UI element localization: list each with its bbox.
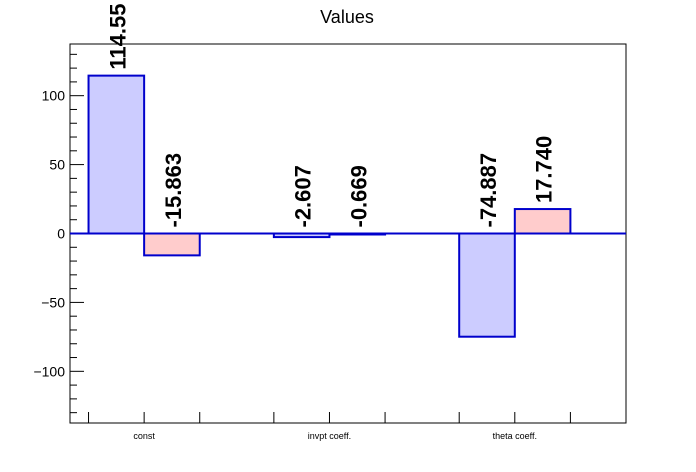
x-category-label: const — [133, 431, 155, 441]
x-category-label: invpt coeff. — [308, 431, 351, 441]
bar-value-label: -2.607 — [291, 165, 316, 227]
y-tick-label: −50 — [41, 294, 65, 310]
y-tick-label: 0 — [57, 226, 65, 242]
bar — [458, 232, 516, 338]
bar-value-label: -15.863 — [161, 153, 186, 228]
chart-title: Values — [320, 7, 374, 27]
bar-value-label: -0.669 — [346, 165, 371, 227]
y-tick-label: 50 — [49, 157, 65, 173]
bar-value-label: 114.55 — [105, 4, 130, 70]
bar-value-label: -74.887 — [476, 153, 501, 228]
y-tick-label: −100 — [33, 363, 65, 379]
bar — [143, 232, 201, 257]
bar — [513, 208, 572, 235]
x-category-label: theta coeff. — [493, 431, 537, 441]
y-tick-label: 100 — [42, 88, 66, 104]
bar — [87, 74, 146, 235]
bar-value-label: 17.740 — [532, 136, 557, 203]
